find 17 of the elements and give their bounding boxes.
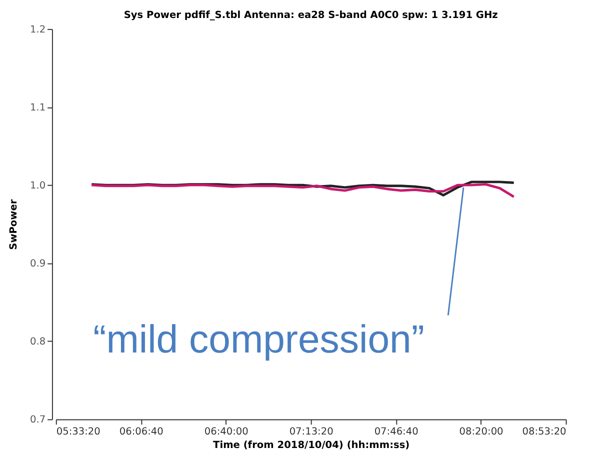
x-tick-label: 05:33:20 <box>56 426 100 438</box>
y-tick-label: 0.8 <box>30 336 46 348</box>
y-tick-label: 1.2 <box>30 24 46 36</box>
y-axis-title: SwPower <box>8 199 20 250</box>
x-tick-label: 07:46:40 <box>374 426 418 438</box>
y-tick-label: 1.1 <box>30 102 46 114</box>
x-tick-label: 07:13:20 <box>289 426 334 438</box>
annotation: “mild compression” <box>93 318 424 362</box>
x-axis-title: Time (from 2018/10/04) (hh:mm:ss) <box>213 440 410 452</box>
x-tick-label: 08:20:00 <box>459 426 504 438</box>
y-tick-label: 1.0 <box>30 180 46 192</box>
x-tick-label: 06:06:40 <box>119 426 164 438</box>
y-tick-label: 0.7 <box>30 414 46 426</box>
chart-title: Sys Power pdfif_S.tbl Antenna: ea28 S-band A0C0 spw: 1 3.191 GHz <box>124 10 498 22</box>
y-tick-label: 0.9 <box>30 258 46 270</box>
x-tick-label: 06:40:00 <box>204 426 248 438</box>
x-tick-label: 08:53:20 <box>522 426 566 438</box>
